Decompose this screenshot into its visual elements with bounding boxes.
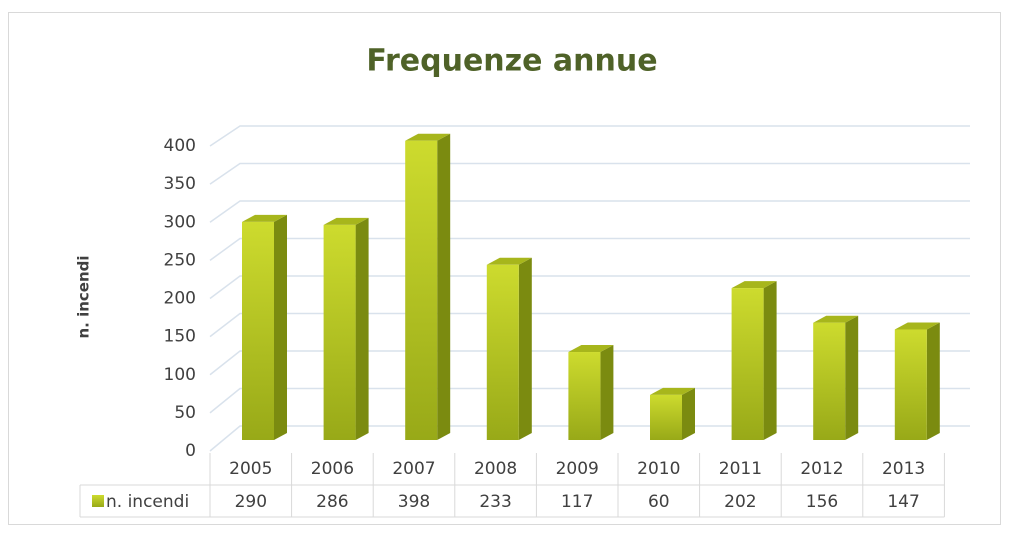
- x-tick-label: 2005: [229, 459, 272, 479]
- x-tick-label: 2011: [719, 459, 762, 479]
- bar: [323, 217, 369, 440]
- y-tick-label: 200: [164, 289, 196, 309]
- table-value: 60: [648, 492, 670, 512]
- y-tick-label: 250: [164, 250, 196, 270]
- bar: [731, 281, 777, 440]
- bar: [813, 315, 859, 440]
- y-tick-label: 350: [164, 174, 196, 194]
- grid-line: [209, 237, 970, 261]
- bar: [405, 133, 451, 441]
- grid-line: [209, 350, 970, 376]
- grid-line: [209, 162, 970, 185]
- y-tick-label: 50: [174, 403, 196, 423]
- y-tick-label: 0: [185, 441, 196, 461]
- bar: [568, 345, 614, 440]
- table-value: 286: [316, 492, 348, 512]
- grid-line: [209, 125, 970, 147]
- table-value: 147: [887, 492, 919, 512]
- x-tick-label: 2007: [392, 459, 435, 479]
- chart-title: Frequenze annue: [366, 44, 657, 79]
- y-tick-label: 400: [164, 136, 196, 156]
- grid-line: [209, 387, 970, 414]
- x-tick-label: 2010: [637, 459, 680, 479]
- y-tick-label: 150: [164, 327, 196, 347]
- bar: [894, 322, 940, 440]
- x-tick-label: 2013: [882, 459, 925, 479]
- bar: [242, 214, 287, 440]
- x-tick-label: 2012: [800, 459, 843, 479]
- y-tick-label: 300: [164, 212, 196, 232]
- y-axis-label: n. incendi: [75, 255, 93, 338]
- table-value: 156: [806, 492, 838, 512]
- table-value: 398: [398, 492, 430, 512]
- x-tick-label: 2008: [474, 459, 517, 479]
- x-tick-label: 2006: [311, 459, 354, 479]
- table-value: 202: [724, 492, 756, 512]
- table-value: 233: [479, 492, 511, 512]
- grid-line: [209, 200, 970, 223]
- legend-swatch: [92, 495, 104, 507]
- y-tick-label: 100: [164, 365, 196, 385]
- x-tick-label: 2009: [556, 459, 599, 479]
- bar: [650, 387, 695, 440]
- grid-line: [209, 312, 970, 338]
- grid-line: [209, 275, 970, 300]
- table-value: 290: [235, 492, 267, 512]
- legend-label: n. incendi: [106, 492, 189, 512]
- grid-line: [209, 425, 970, 452]
- bar: [486, 257, 532, 440]
- table-value: 117: [561, 492, 593, 512]
